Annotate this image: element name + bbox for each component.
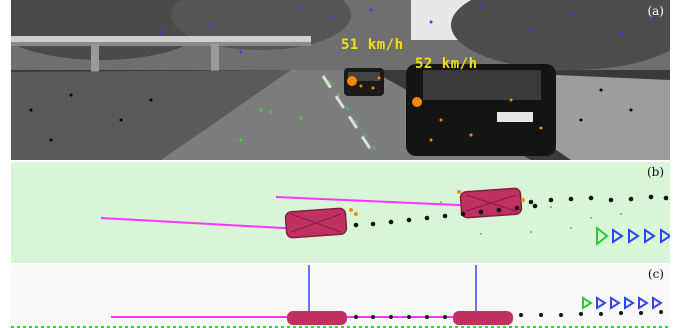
near-car-speed-label: 52 km/h (415, 56, 478, 72)
near-car-track-points (353, 203, 538, 228)
top-view-scene (100, 187, 670, 247)
panel-label-c: (c) (647, 267, 664, 281)
far-car-trajectory (275, 196, 482, 207)
top-view-panel: (b) (11, 162, 670, 263)
side-future-markers (582, 296, 663, 310)
far-car-side-box (453, 311, 513, 325)
side-view-panel: (c) (11, 265, 670, 328)
far-car-speed-label: 51 km/h (341, 37, 404, 53)
side-track-points (354, 310, 663, 319)
panel-label-a: (a) (647, 4, 664, 18)
near-car-box (284, 207, 358, 239)
far-car-track-points (528, 194, 669, 205)
far-car-box (457, 187, 525, 219)
far-car (344, 68, 384, 96)
camera-scene (11, 0, 670, 160)
future-position-markers (596, 225, 670, 247)
camera-view-panel: 51 km/h 52 km/h (a) (11, 0, 670, 160)
near-car (406, 64, 556, 156)
near-car-side-box (287, 311, 347, 325)
panel-label-b: (b) (646, 165, 664, 179)
side-view-scene (11, 265, 670, 328)
near-car-trajectory (100, 217, 302, 230)
